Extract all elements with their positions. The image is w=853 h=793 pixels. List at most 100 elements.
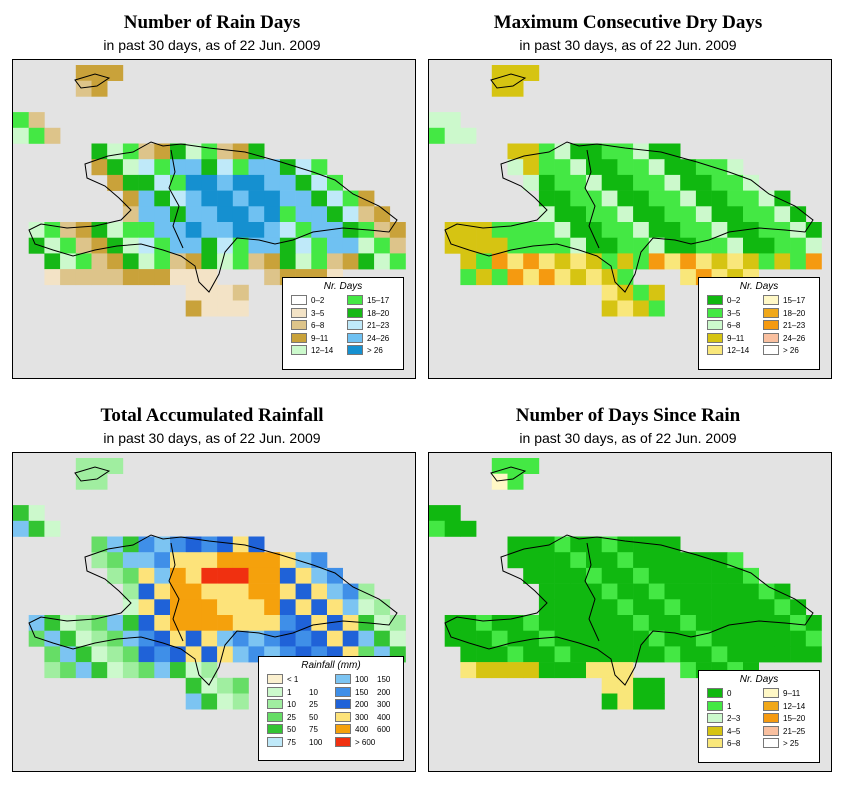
grid-cell <box>358 599 375 616</box>
grid-cell <box>107 143 124 160</box>
grid-cell <box>170 222 186 238</box>
grid-cell <box>264 583 281 600</box>
grid-cell <box>28 127 45 144</box>
grid-cell <box>633 677 650 694</box>
island-outline <box>444 534 814 686</box>
grid-cell <box>570 567 587 584</box>
grid-cell <box>617 536 634 553</box>
grid-cell <box>185 567 202 584</box>
grid-cell <box>232 567 249 584</box>
grid-cell <box>570 269 587 286</box>
grid-cell <box>758 190 775 207</box>
grid-cell <box>185 552 202 569</box>
grid-cell <box>538 630 555 647</box>
grid-cell <box>75 473 92 490</box>
grid-cell <box>554 646 571 663</box>
legend-swatch <box>267 674 283 684</box>
grid-cell <box>138 190 155 207</box>
grid-cell <box>248 190 265 207</box>
legend-swatch <box>347 295 363 305</box>
grid-cell <box>570 190 587 207</box>
legend-label-upper: 50 <box>309 712 318 722</box>
grid-cell <box>185 536 202 553</box>
grid-cell <box>695 190 712 207</box>
legend-label: 4–5 <box>727 726 741 736</box>
grid-cell <box>279 599 296 616</box>
grid-cell <box>279 567 296 584</box>
grid-cell <box>727 567 744 584</box>
grid-cell <box>28 112 45 129</box>
grid-cell <box>570 599 587 616</box>
grid-cell <box>743 583 759 600</box>
grid-cell <box>570 159 587 176</box>
grid-cell <box>154 583 171 600</box>
grid-cell <box>75 80 92 97</box>
grid-cell <box>538 159 555 176</box>
grid-cell <box>586 536 602 553</box>
grid-cell <box>664 237 681 254</box>
grid-cell <box>170 269 186 286</box>
grid-cell <box>695 174 712 191</box>
grid-cell <box>586 630 602 647</box>
grid-cell <box>217 599 234 616</box>
grid-cell <box>680 630 697 647</box>
grid-cell <box>774 190 791 207</box>
grid-cell <box>586 552 602 569</box>
grid-cell <box>311 552 328 569</box>
grid-cell <box>586 583 602 600</box>
grid-cell <box>601 567 618 584</box>
grid-cell <box>327 237 343 254</box>
legend-swatch <box>347 345 363 355</box>
grid-cell <box>201 630 218 647</box>
grid-cell <box>154 237 171 254</box>
grid-cell <box>507 615 524 631</box>
grid-cell <box>444 505 461 522</box>
grid-cell <box>201 693 218 710</box>
legend-label: 2–3 <box>727 714 741 723</box>
legend-label: 150 <box>355 687 369 697</box>
legend-swatch <box>267 699 283 709</box>
grid-cell <box>358 253 375 270</box>
grid-cell <box>154 222 171 238</box>
grid-cell <box>570 662 587 679</box>
grid-cell <box>805 222 822 238</box>
grid-cell <box>680 237 697 254</box>
grid-cell <box>75 253 92 270</box>
grid-cell <box>295 583 312 600</box>
grid-cell <box>60 237 77 254</box>
grid-cell <box>664 206 681 223</box>
grid-cell <box>507 662 524 679</box>
grid-cell <box>460 646 477 663</box>
grid-cell <box>217 630 234 647</box>
legend-swatch <box>347 307 363 318</box>
legend-title: Nr. Days <box>739 281 779 292</box>
legend-label: 400 <box>355 725 369 734</box>
legend-swatch <box>763 345 779 355</box>
grid-cell <box>342 615 359 631</box>
grid-cell <box>680 269 697 286</box>
grid-cell <box>507 143 524 160</box>
grid-cell <box>633 567 650 584</box>
grid-cell <box>217 253 234 270</box>
grid-cell <box>680 159 697 176</box>
grid-cell <box>91 615 108 631</box>
grid-cell <box>60 253 77 270</box>
grid-cell <box>695 567 712 584</box>
grid-cell <box>491 646 508 663</box>
legend-label: 18–20 <box>367 308 390 318</box>
grid-cell <box>28 222 45 238</box>
grid-cell <box>633 159 650 176</box>
grid-cell <box>91 646 108 663</box>
legend-label: 1 <box>287 687 292 697</box>
grid-cell <box>232 190 249 207</box>
grid-cell <box>248 630 265 647</box>
grid-cell <box>538 222 555 238</box>
grid-cell <box>327 190 343 207</box>
grid-cell <box>633 646 650 663</box>
grid-cell <box>758 646 775 663</box>
grid-cell <box>570 646 587 663</box>
grid-cell <box>154 536 171 553</box>
legend-swatch <box>291 320 307 330</box>
grid-cell <box>279 190 296 207</box>
grid-cell <box>264 237 281 254</box>
